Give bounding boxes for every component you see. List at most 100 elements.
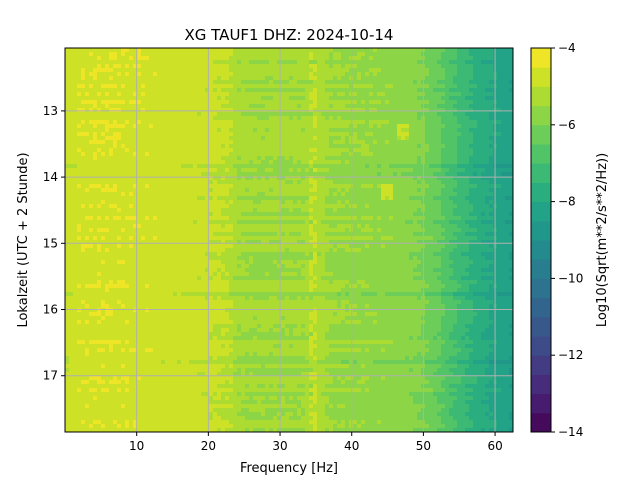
- heatmap-cell: [477, 168, 482, 173]
- heatmap-cell: [453, 76, 458, 81]
- heatmap-cell: [337, 60, 342, 65]
- heatmap-cell: [277, 116, 282, 121]
- heatmap-cell: [189, 76, 194, 81]
- heatmap-cell: [273, 60, 278, 65]
- heatmap-cell: [85, 72, 90, 77]
- heatmap-cell: [241, 148, 246, 153]
- heatmap-cell: [289, 156, 294, 161]
- heatmap-cell: [81, 192, 86, 197]
- heatmap-cell: [109, 124, 114, 129]
- heatmap-cell: [205, 92, 210, 97]
- heatmap-cell: [65, 168, 70, 173]
- heatmap-cell: [157, 184, 162, 189]
- heatmap-cell: [473, 204, 478, 209]
- heatmap-cell: [185, 120, 190, 125]
- heatmap-cell: [177, 184, 182, 189]
- heatmap-cell: [121, 144, 126, 149]
- heatmap-cell: [429, 168, 434, 173]
- heatmap-cell: [225, 208, 230, 213]
- heatmap-cell: [461, 64, 466, 69]
- heatmap-cell: [189, 160, 194, 165]
- heatmap-cell: [445, 80, 450, 85]
- heatmap-cell: [349, 108, 354, 113]
- heatmap-cell: [361, 120, 366, 125]
- heatmap-cell: [441, 112, 446, 117]
- heatmap-cell: [277, 88, 282, 93]
- heatmap-cell: [209, 48, 214, 53]
- heatmap-cell: [253, 108, 258, 113]
- heatmap-cell: [289, 64, 294, 69]
- heatmap-cell: [69, 72, 74, 77]
- heatmap-cell: [393, 184, 398, 189]
- heatmap-cell: [137, 92, 142, 97]
- heatmap-cell: [285, 132, 290, 137]
- heatmap-cell: [373, 208, 378, 213]
- heatmap-cell: [89, 76, 94, 81]
- heatmap-cell: [81, 88, 86, 93]
- heatmap-cell: [377, 200, 382, 205]
- heatmap-cell: [449, 208, 454, 213]
- heatmap-cell: [97, 160, 102, 165]
- heatmap-cell: [73, 48, 78, 53]
- heatmap-cell: [329, 156, 334, 161]
- heatmap-cell: [453, 144, 458, 149]
- heatmap-cell: [145, 200, 150, 205]
- heatmap-cell: [69, 60, 74, 65]
- heatmap-cell: [333, 64, 338, 69]
- heatmap-cell: [293, 224, 298, 229]
- heatmap-cell: [73, 60, 78, 65]
- heatmap-cell: [317, 204, 322, 209]
- heatmap-cell: [437, 212, 442, 217]
- heatmap-cell: [153, 196, 158, 201]
- heatmap-cell: [497, 176, 502, 181]
- heatmap-cell: [313, 56, 318, 61]
- heatmap-cell: [193, 152, 198, 157]
- heatmap-cell: [269, 224, 274, 229]
- heatmap-cell: [489, 84, 494, 89]
- heatmap-cell: [81, 76, 86, 81]
- heatmap-cell: [109, 176, 114, 181]
- heatmap-cell: [321, 48, 326, 53]
- heatmap-cell: [117, 196, 122, 201]
- heatmap-cell: [101, 88, 106, 93]
- heatmap-cell: [353, 84, 358, 89]
- heatmap-cell: [97, 200, 102, 205]
- heatmap-cell: [425, 180, 430, 185]
- heatmap-cell: [165, 128, 170, 133]
- heatmap-cell: [429, 108, 434, 113]
- heatmap-cell: [373, 64, 378, 69]
- heatmap-cell: [441, 204, 446, 209]
- heatmap-cell: [205, 188, 210, 193]
- heatmap-cell: [349, 60, 354, 65]
- heatmap-cell: [97, 92, 102, 97]
- heatmap-cell: [261, 164, 266, 169]
- heatmap-cell: [205, 216, 210, 221]
- heatmap-cell: [273, 200, 278, 205]
- heatmap-cell: [393, 128, 398, 133]
- heatmap-cell: [161, 156, 166, 161]
- heatmap-cell: [109, 96, 114, 101]
- heatmap-cell: [89, 160, 94, 165]
- heatmap-cell: [81, 140, 86, 145]
- heatmap-cell: [337, 76, 342, 81]
- heatmap-cell: [89, 204, 94, 209]
- heatmap-cell: [409, 220, 414, 225]
- heatmap-cell: [181, 204, 186, 209]
- heatmap-cell: [217, 172, 222, 177]
- heatmap-cell: [181, 48, 186, 53]
- heatmap-cell: [477, 108, 482, 113]
- heatmap-cell: [457, 108, 462, 113]
- heatmap-cell: [377, 116, 382, 121]
- heatmap-cell: [349, 184, 354, 189]
- heatmap-cell: [209, 132, 214, 137]
- heatmap-cell: [261, 188, 266, 193]
- heatmap-cell: [501, 128, 506, 133]
- heatmap-cell: [477, 88, 482, 93]
- heatmap-cell: [481, 156, 486, 161]
- heatmap-cell: [277, 204, 282, 209]
- heatmap-cell: [305, 168, 310, 173]
- heatmap-cell: [409, 208, 414, 213]
- heatmap-cell: [373, 216, 378, 221]
- heatmap-cell: [489, 136, 494, 141]
- heatmap-cell: [325, 212, 330, 217]
